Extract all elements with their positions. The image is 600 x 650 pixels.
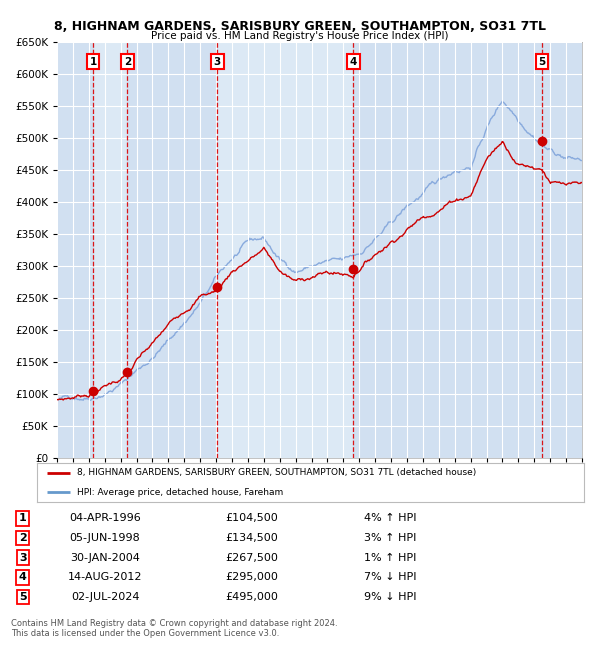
Text: This data is licensed under the Open Government Licence v3.0.: This data is licensed under the Open Gov… [11,629,279,638]
Text: 4% ↑ HPI: 4% ↑ HPI [364,514,416,523]
Text: £104,500: £104,500 [226,514,278,523]
Text: 2: 2 [19,533,26,543]
Text: 5: 5 [539,57,546,67]
Text: 8, HIGHNAM GARDENS, SARISBURY GREEN, SOUTHAMPTON, SO31 7TL: 8, HIGHNAM GARDENS, SARISBURY GREEN, SOU… [54,20,546,32]
Text: Price paid vs. HM Land Registry's House Price Index (HPI): Price paid vs. HM Land Registry's House … [151,31,449,41]
Bar [57,42,93,458]
Text: 4: 4 [350,57,357,67]
Text: £267,500: £267,500 [226,552,278,563]
Bar [127,42,217,458]
Bar [542,42,582,458]
Text: Contains HM Land Registry data © Crown copyright and database right 2024.: Contains HM Land Registry data © Crown c… [11,619,337,628]
Text: 8, HIGHNAM GARDENS, SARISBURY GREEN, SOUTHAMPTON, SO31 7TL (detached house): 8, HIGHNAM GARDENS, SARISBURY GREEN, SOU… [77,468,476,477]
Text: £295,000: £295,000 [226,573,278,582]
Text: 1: 1 [89,57,97,67]
Text: 3: 3 [214,57,221,67]
Text: £134,500: £134,500 [226,533,278,543]
Text: HPI: Average price, detached house, Fareham: HPI: Average price, detached house, Fare… [77,488,283,497]
Text: 1: 1 [19,514,26,523]
Text: 5: 5 [19,592,26,602]
Text: 3: 3 [19,552,26,563]
Text: 7% ↓ HPI: 7% ↓ HPI [364,573,416,582]
Text: 9% ↓ HPI: 9% ↓ HPI [364,592,416,602]
Text: 02-JUL-2024: 02-JUL-2024 [71,592,139,602]
Text: 04-APR-1996: 04-APR-1996 [69,514,141,523]
Text: 05-JUN-1998: 05-JUN-1998 [70,533,140,543]
Text: 14-AUG-2012: 14-AUG-2012 [68,573,142,582]
Bar [353,42,542,458]
Text: 30-JAN-2004: 30-JAN-2004 [70,552,140,563]
Text: 3% ↑ HPI: 3% ↑ HPI [364,533,416,543]
Text: 2: 2 [124,57,131,67]
Text: £495,000: £495,000 [226,592,278,602]
Text: 1% ↑ HPI: 1% ↑ HPI [364,552,416,563]
Text: 4: 4 [19,573,27,582]
